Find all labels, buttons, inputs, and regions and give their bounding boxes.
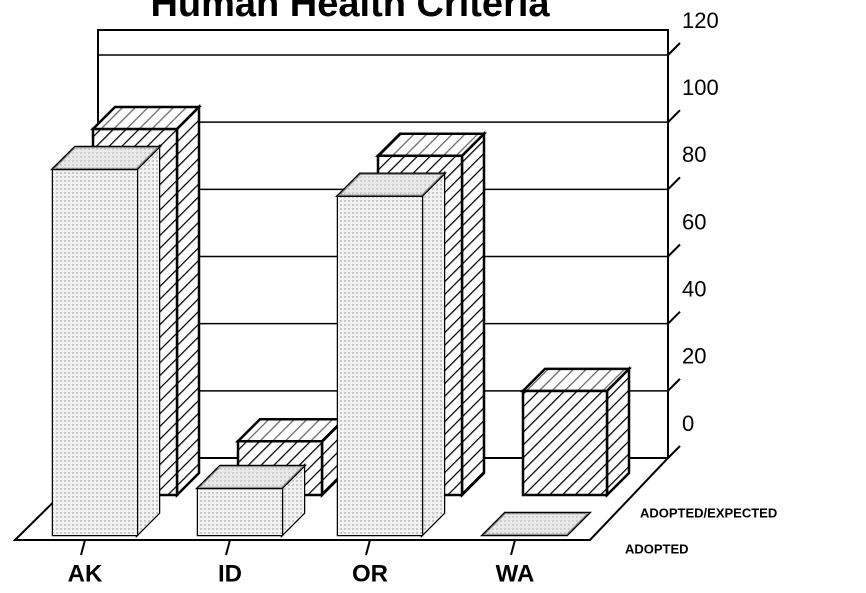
x-tick [225, 539, 231, 556]
x-tick-label: ID [218, 560, 242, 587]
tick-mark [667, 243, 681, 258]
bar-top-pattern [198, 465, 304, 488]
tick-mark [667, 176, 681, 191]
bar-top-pattern [93, 106, 199, 129]
bar-top-pattern [378, 133, 484, 156]
y-tick-label: 100 [682, 75, 719, 100]
x-tick [510, 539, 516, 556]
x-tick-label: WA [496, 560, 535, 587]
bar-top-pattern [53, 146, 159, 169]
bar-top-pattern [483, 513, 589, 535]
bar-front-pattern [523, 390, 607, 495]
bar [334, 170, 448, 539]
x-tick [365, 539, 371, 556]
bar-side-pattern [607, 368, 629, 495]
bar-front-pattern [198, 487, 282, 535]
bar-side-pattern [177, 106, 199, 496]
x-tick-label: AK [68, 560, 103, 587]
tick-mark [667, 310, 681, 325]
bar-front-pattern [53, 168, 137, 536]
y-tick-label: 80 [682, 142, 706, 167]
bar-top-pattern [523, 368, 629, 391]
bar-top-pattern [238, 419, 344, 442]
tick-mark [667, 378, 681, 392]
bar-front-pattern [338, 195, 422, 535]
y-tick-label: 40 [682, 276, 706, 301]
y-tick-label: 20 [682, 344, 706, 369]
bar-side-pattern [462, 133, 484, 495]
tick-mark [667, 445, 681, 459]
bar-top-pattern [338, 173, 444, 196]
legend-label: ADOPTED [625, 541, 689, 556]
y-tick-label: 120 [682, 8, 719, 33]
bar [49, 143, 163, 539]
tick-mark [667, 42, 681, 56]
bar [194, 462, 308, 539]
chart-title: Human Health Criteria [150, 0, 550, 25]
bar [479, 511, 593, 537]
x-tick-label: OR [352, 560, 388, 587]
y-tick-label: 60 [682, 209, 706, 234]
bar-side-pattern [137, 146, 159, 536]
y-tick-label: 0 [682, 411, 694, 436]
tick-mark [667, 109, 681, 123]
legend-label: ADOPTED/EXPECTED [640, 505, 777, 520]
bar-side-pattern [422, 173, 444, 535]
bar [519, 365, 633, 499]
x-tick [80, 539, 86, 556]
